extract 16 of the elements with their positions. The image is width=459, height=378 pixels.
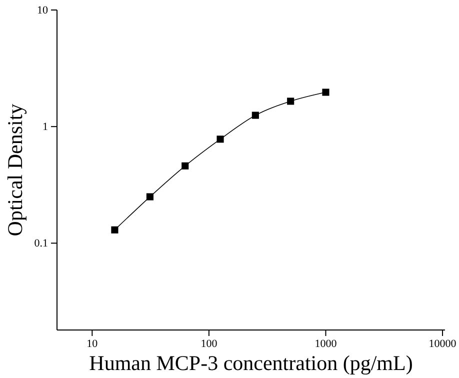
x-tick-label: 10	[86, 338, 98, 350]
point	[322, 88, 330, 96]
x-tick-label: 100	[200, 338, 218, 350]
x-tick-label: 1000	[314, 338, 338, 350]
point	[111, 226, 118, 234]
x-tick-label: 10000	[428, 338, 457, 350]
point	[182, 162, 189, 170]
point	[146, 193, 154, 200]
point	[252, 112, 259, 119]
point	[216, 136, 224, 143]
y-axis-title: Optical Density	[3, 103, 27, 236]
y-tick-label: 10	[37, 4, 48, 17]
y-tick-label: 0.1	[34, 238, 48, 250]
point	[287, 98, 294, 105]
y-tick-label: 1	[42, 121, 48, 134]
x-axis-title: Human MCP-3 concentration (pg/mL)	[89, 351, 413, 375]
